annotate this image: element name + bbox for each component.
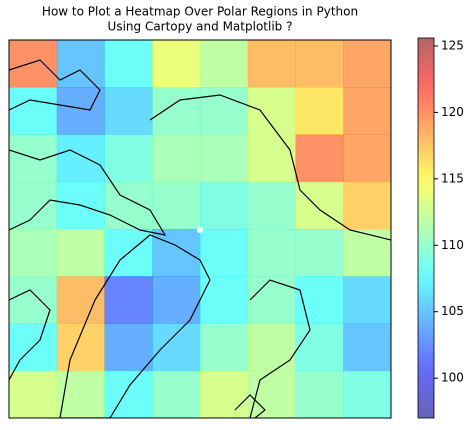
heat-cell bbox=[9, 229, 58, 277]
heat-cell bbox=[343, 276, 391, 324]
heat-cell bbox=[56, 370, 105, 418]
heat-cell bbox=[200, 229, 249, 277]
heat-cell bbox=[200, 181, 249, 230]
iceland bbox=[234, 394, 266, 418]
heat-cell bbox=[152, 370, 201, 418]
colorbar-tick-label: 125 bbox=[441, 38, 464, 52]
heat-cell bbox=[247, 134, 296, 183]
heat-cell bbox=[343, 323, 391, 372]
heat-cell bbox=[295, 40, 344, 88]
heat-cell bbox=[343, 87, 391, 135]
heat-cell bbox=[200, 370, 249, 418]
heat-cell bbox=[9, 276, 58, 324]
heat-cell bbox=[152, 181, 201, 230]
heat-cell bbox=[295, 276, 344, 324]
heat-cell bbox=[104, 276, 153, 324]
heat-cell bbox=[104, 323, 153, 372]
colorbar-tick-label: 105 bbox=[441, 304, 464, 318]
heat-cell bbox=[200, 276, 249, 324]
heat-cell bbox=[295, 87, 344, 135]
colorbar-tick-label: 110 bbox=[441, 238, 464, 252]
colorbar-tick-label: 120 bbox=[441, 105, 464, 119]
siberia-coast bbox=[149, 94, 391, 241]
heat-cell bbox=[56, 40, 105, 88]
canada-coast bbox=[9, 149, 167, 236]
chart-title: Using Cartopy and Matplotlib ? bbox=[108, 20, 293, 34]
alaska bbox=[9, 59, 101, 111]
colorbar-tick-label: 100 bbox=[441, 371, 464, 385]
heat-cell bbox=[247, 276, 296, 324]
chart-title: How to Plot a Heatmap Over Polar Regions… bbox=[42, 5, 358, 19]
heat-cell bbox=[295, 134, 344, 183]
heat-cell bbox=[152, 87, 201, 135]
heat-cell bbox=[295, 229, 344, 277]
heat-cell bbox=[104, 370, 153, 418]
heat-cell bbox=[247, 181, 296, 230]
heat-cell bbox=[295, 370, 344, 418]
coastlines bbox=[9, 59, 391, 418]
heat-cell bbox=[152, 40, 201, 88]
heatmap bbox=[9, 40, 391, 418]
heat-cell bbox=[9, 181, 58, 230]
heat-cell bbox=[152, 229, 201, 277]
heat-cell bbox=[200, 87, 249, 135]
heat-cell bbox=[9, 87, 58, 135]
heat-cell bbox=[152, 134, 201, 183]
map-frame bbox=[8, 39, 392, 419]
heat-cell bbox=[343, 134, 391, 183]
heat-cell bbox=[9, 40, 58, 88]
heat-cell bbox=[104, 134, 153, 183]
heat-cell bbox=[247, 229, 296, 277]
heat-cell bbox=[343, 370, 391, 418]
heat-cell bbox=[152, 276, 201, 324]
heat-cell bbox=[247, 323, 296, 372]
heat-cell bbox=[343, 229, 391, 277]
heat-cell bbox=[56, 276, 105, 324]
heat-cell bbox=[104, 87, 153, 135]
heat-cell bbox=[200, 40, 249, 88]
heat-cell bbox=[56, 323, 105, 372]
colorbar bbox=[417, 37, 435, 419]
scandinavia bbox=[249, 279, 311, 418]
heat-cell bbox=[295, 181, 344, 230]
heat-cell bbox=[56, 134, 105, 183]
heat-cell bbox=[343, 181, 391, 230]
heat-cell bbox=[200, 323, 249, 372]
heat-cell bbox=[9, 370, 58, 418]
heat-cell bbox=[247, 40, 296, 88]
heat-cell bbox=[247, 87, 296, 135]
heat-cell bbox=[104, 40, 153, 88]
heat-cell bbox=[152, 323, 201, 372]
heat-cell bbox=[104, 181, 153, 230]
heat-cell bbox=[200, 134, 249, 183]
heat-cell bbox=[247, 370, 296, 418]
heat-cell bbox=[343, 40, 391, 88]
colorbar-tick-label: 115 bbox=[441, 171, 464, 185]
labrador bbox=[9, 289, 51, 381]
pole-marker bbox=[197, 227, 203, 233]
heat-cell bbox=[56, 229, 105, 277]
greenland bbox=[59, 234, 211, 418]
heat-cell bbox=[295, 323, 344, 372]
